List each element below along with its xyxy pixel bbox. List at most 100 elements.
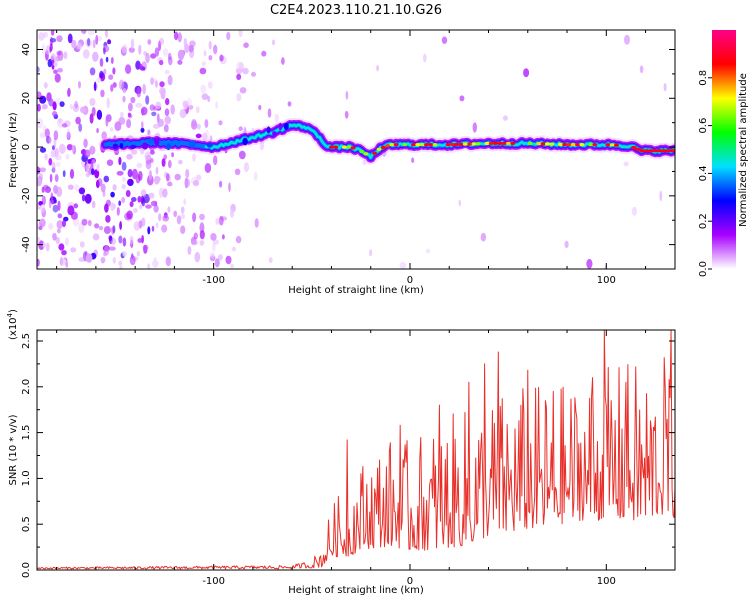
spectrogram-noise-cell	[139, 63, 143, 69]
spectrogram-noise-cell	[345, 90, 349, 100]
spectrogram-noise-cell	[99, 57, 104, 67]
spectrogram-noise-cell	[135, 102, 143, 108]
snr-y-tick-label: 2.5	[21, 333, 32, 349]
spectrogram-noise-cell	[201, 132, 208, 142]
spectrogram-peak-cell	[652, 149, 659, 153]
spectrogram-x-tick-label: 0	[407, 275, 413, 286]
spectrogram-noise-cell	[37, 258, 40, 267]
spectrogram-noise-cell	[118, 200, 122, 206]
spectrogram-noise-cell	[154, 80, 159, 88]
spectrogram-noise-cell	[219, 54, 224, 62]
spectrogram-noise-cell	[67, 184, 74, 190]
spectrogram-noise-cell	[208, 40, 212, 50]
spectrogram-x-ticks: -100 0 100	[56, 30, 647, 286]
spectrogram-noise-cell	[122, 237, 127, 247]
spectrogram-noise-cell	[208, 55, 213, 61]
colorbar-tick-label: 0.8	[698, 70, 709, 86]
spectrogram-noise-cell	[171, 152, 175, 158]
spectrogram-noise-cell	[81, 30, 87, 34]
spectrogram-noise-cell	[78, 123, 83, 132]
spectrogram-noise-cell	[201, 93, 209, 100]
spectrogram-noise-cell	[178, 159, 183, 165]
spectrogram-noise-cell	[104, 203, 109, 213]
spectrogram-noise-cell	[110, 84, 114, 92]
spectrogram-noise-cell	[639, 65, 644, 74]
spectrogram-noise-cell	[57, 68, 63, 73]
spectrogram-noise-cell	[144, 151, 151, 161]
spectrogram-peak-cell	[493, 141, 498, 145]
spectrogram-noise-cell	[165, 98, 170, 106]
spectrogram-ridge-fragment	[148, 138, 154, 144]
spectrogram-noise-cell	[72, 103, 80, 113]
spectrogram-noise-cell	[150, 149, 155, 155]
spectrogram-noise-cell	[80, 106, 86, 114]
spectrogram-noise-cell	[112, 184, 117, 191]
spectrogram-noise-cell	[166, 173, 170, 182]
spectrogram-noise-cell	[94, 223, 100, 229]
spectrogram-noise-cell	[131, 168, 138, 180]
spectrogram-noise-cell	[122, 176, 126, 182]
spectrogram-noise-cell	[229, 208, 235, 218]
spectrogram-noise-cell	[92, 39, 96, 49]
spectrogram-ridge-fragment	[154, 138, 160, 146]
spectrogram-noise-cell	[126, 210, 133, 220]
spectrogram-noise-cell	[238, 30, 243, 38]
snr-panel: -100 0 100 0.0 0.5 1.0 1.5 2.0 2.5 Height of st…	[6, 309, 676, 596]
spectrogram-noise-cell	[173, 210, 178, 217]
spectrogram-noise-cell	[149, 104, 155, 111]
spectrogram-noise-cell	[151, 111, 157, 117]
spectrogram-noise-cell	[103, 245, 110, 256]
spectrogram-noise-cell	[423, 53, 427, 63]
spectrogram-noise-cell	[121, 184, 126, 190]
spectrogram-noise-cell	[125, 190, 131, 197]
spectrogram-noise-cell	[185, 168, 190, 179]
spectrogram-noise-cell	[128, 47, 135, 53]
spectrogram-noise-cell	[151, 225, 155, 232]
spectrogram-noise-cell	[259, 140, 265, 151]
spectrogram-noise-cell	[147, 263, 150, 269]
spectrogram-peak-cell	[605, 143, 611, 147]
snr-y-tick-label: 1.0	[21, 470, 32, 486]
spectrogram-noise-cell	[97, 178, 103, 187]
spectrogram-noise-cell	[103, 68, 107, 75]
spectrogram-noise-cell	[167, 52, 172, 61]
spectrogram-peak-cell	[419, 143, 425, 147]
spectrogram-noise-cell	[140, 106, 148, 116]
spectrogram-noise-cell	[362, 159, 367, 166]
spectrogram-ridge-fragment	[206, 143, 213, 148]
spectrogram-y-tick-label: 20	[21, 92, 32, 105]
spectrogram-noise-cell	[92, 51, 99, 62]
spectrogram-noise-cell	[131, 197, 137, 202]
spectrogram-noise-cell	[180, 213, 185, 220]
spectrogram-peak-cell	[665, 149, 672, 153]
spectrogram-noise-cell	[177, 59, 183, 65]
spectrogram-noise-cell	[116, 207, 120, 216]
spectrogram-noise-cell	[79, 241, 85, 248]
spectrogram-noise-cell	[251, 71, 256, 77]
spectrogram-noise-cell	[184, 43, 190, 54]
spectrogram-noise-cell	[59, 101, 65, 107]
spectrogram-noise-cell	[96, 163, 100, 172]
spectrogram-noise-cell	[40, 203, 46, 213]
spectrogram-noise-cell	[93, 81, 97, 92]
spectrogram-peak-cell	[428, 143, 434, 147]
colorbar: 0.0 0.2 0.4 0.6 0.8 Normalized spectral ampl…	[698, 30, 749, 277]
spectrogram-noise-cell	[226, 31, 231, 41]
spectrogram-noise-cell	[56, 220, 63, 229]
spectrogram-noise-cell	[84, 193, 92, 204]
spectrogram-noise-cell	[183, 198, 187, 206]
spectrogram-noise-cell	[204, 119, 209, 128]
spectrogram-noise-cell	[67, 33, 73, 44]
spectrogram-noise-cell	[137, 196, 142, 203]
snr-y-label: SNR (10 * v/v)	[8, 414, 19, 485]
spectrogram-ridge-fragment	[272, 131, 277, 137]
spectrogram-noise-cell	[87, 159, 92, 164]
spectrogram-noise-cell	[122, 250, 127, 257]
colorbar-label: Normalized spectral amplitude	[738, 73, 749, 227]
snr-y-tick-label: 0.5	[21, 516, 32, 532]
spectrogram-noise-cell	[108, 246, 116, 251]
spectrogram-noise-cell	[228, 182, 231, 192]
spectrogram-noise-cell	[122, 95, 126, 103]
spectrogram-noise-cell	[159, 37, 165, 46]
spectrogram-noise-cell	[287, 101, 292, 107]
